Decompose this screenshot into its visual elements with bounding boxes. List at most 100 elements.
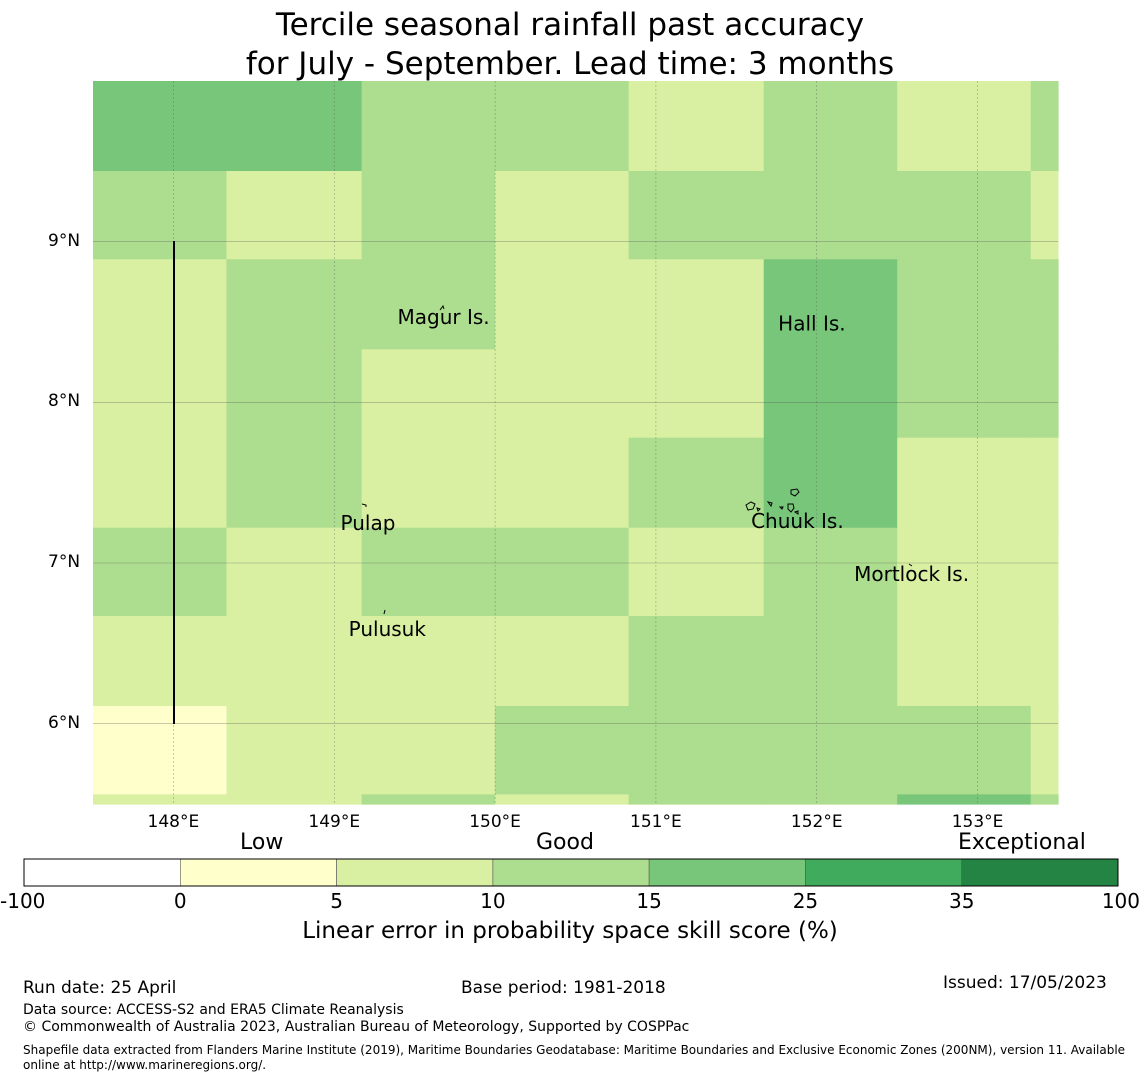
issued-date: Issued: 17/05/2023 (943, 973, 1107, 993)
latitude-tick-label: 7°N (48, 552, 81, 572)
longitude-tick-label: 152°E (790, 812, 843, 832)
skill-cell (361, 259, 496, 350)
colorbar-tick-label: 100 (1101, 889, 1140, 913)
skill-cell (495, 349, 630, 439)
island-layer (361, 304, 913, 615)
pulap-island-outline (361, 503, 367, 507)
skill-cell (1030, 437, 1059, 529)
skill-cell (361, 437, 496, 529)
skill-cell (1030, 259, 1059, 350)
skill-cell (495, 81, 630, 172)
skill-cell (897, 527, 1032, 617)
magur-island-outline (439, 304, 445, 311)
skill-cell (226, 349, 363, 439)
skill-cell (897, 81, 1032, 172)
skill-cell (763, 527, 898, 617)
skill-cell (226, 259, 363, 350)
skill-cell (1030, 616, 1059, 707)
skill-cell (226, 81, 363, 172)
run-date: Run date: 25 April (23, 978, 177, 998)
colorbar-label: Linear error in probability space skill … (302, 918, 838, 944)
skill-cell (763, 171, 898, 260)
skill-cell (226, 794, 363, 805)
skill-cell (763, 437, 898, 529)
colorbar-tick-label: 10 (480, 889, 506, 913)
colorbar-category-good: Good (536, 830, 594, 855)
map-title-line-1: Tercile seasonal rainfall past accuracy (275, 7, 865, 43)
copyright-notice: © Commonwealth of Australia 2023, Austra… (23, 1019, 690, 1035)
skill-cell (897, 171, 1032, 260)
skill-cell (495, 437, 630, 529)
skill-cell (628, 794, 765, 805)
island-label: Mortlock Is. (854, 562, 969, 586)
island-label: Chuuk Is. (751, 509, 844, 533)
skill-cell (361, 794, 496, 805)
skill-cell (897, 794, 1032, 805)
skill-cell (495, 171, 630, 260)
latitude-tick-label: 8°N (48, 391, 81, 412)
colorbar-category-exceptional: Exceptional (958, 830, 1086, 855)
island-label: Hall Is. (778, 312, 845, 336)
data-source: Data source: ACCESS-S2 and ERA5 Climate … (23, 1002, 404, 1018)
longitude-tick-label: 149°E (308, 812, 361, 832)
map-title-line-2: for July - September. Lead time: 3 month… (245, 46, 895, 82)
skill-grid (93, 81, 1059, 805)
skill-cell (1030, 81, 1059, 172)
skill-cell (628, 349, 765, 439)
chuuk-lagoon-outline (745, 488, 800, 515)
skill-cell (763, 349, 898, 439)
skill-cell (495, 527, 630, 617)
longitude-tick-label: 148°E (147, 812, 200, 832)
colorbar-category-low: Low (240, 830, 284, 855)
skill-cell (628, 616, 765, 707)
skill-cell (93, 437, 228, 529)
skill-cell (93, 527, 228, 617)
colorbar-tick-label: 5 (330, 889, 343, 913)
skill-cell (93, 349, 228, 439)
skill-cell (897, 616, 1032, 707)
colorbar-tick-label: 0 (173, 889, 187, 913)
island-labels: Magur Is. Hall Is. Pulap Chuuk Is. Mortlock … (341, 305, 970, 641)
skill-cell (628, 171, 765, 260)
skill-cell (628, 437, 765, 529)
longitude-tick-label: 153°E (951, 812, 1004, 832)
colorbar-segment (805, 858, 963, 887)
colorbar-tick-label: 35 (948, 889, 975, 913)
skill-cell (763, 259, 898, 350)
colorbar-segment (23, 858, 181, 887)
skill-cell (628, 527, 765, 617)
colorbar-frame (23, 858, 1119, 887)
shapefile-credit: Shapefile data extracted from Flanders M… (23, 1043, 1126, 1072)
base-period: Base period: 1981-2018 (461, 978, 666, 998)
longitude-tick-label: 151°E (630, 812, 682, 832)
skill-cell (93, 794, 228, 805)
colorbar-tick-label: 15 (636, 889, 662, 913)
skill-cell (897, 349, 1032, 439)
skill-cell (628, 706, 765, 795)
island-label: Pulap (341, 511, 396, 535)
island-label: Magur Is. (398, 305, 490, 329)
skill-cell (763, 616, 898, 707)
skill-cell (93, 616, 228, 707)
skill-cell (226, 527, 363, 617)
colorbar-segment (961, 858, 1119, 887)
colorbar (23, 858, 1119, 887)
skill-cell (1030, 171, 1059, 260)
skill-cell (897, 259, 1032, 350)
skill-cell (226, 171, 363, 260)
skill-cell (93, 81, 228, 172)
colorbar-segment (336, 858, 494, 887)
skill-cell (495, 259, 630, 350)
skill-cell (763, 706, 898, 795)
skill-score-map: Magur Is. Hall Is. Pulap Chuuk Is. Mortlock … (93, 81, 1059, 805)
skill-cell (361, 616, 496, 707)
skill-cell (897, 437, 1032, 529)
latitude-tick-label: 9°N (48, 230, 81, 251)
skill-cell (628, 259, 765, 350)
skill-cell (226, 706, 363, 795)
skill-cell (226, 437, 363, 529)
skill-cell (361, 706, 496, 795)
skill-cell (1030, 349, 1059, 439)
skill-cell (495, 616, 630, 707)
skill-cell (93, 706, 228, 795)
